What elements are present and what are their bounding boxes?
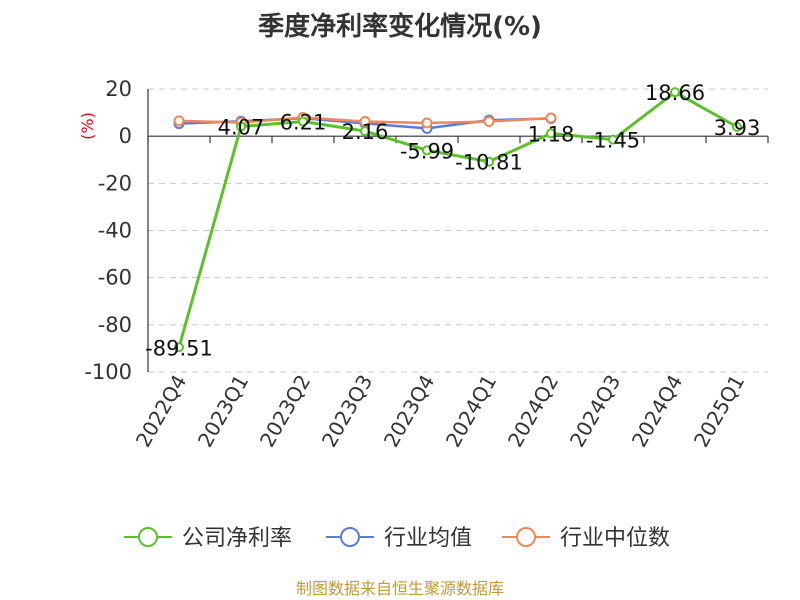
x-tick-label: 2024Q1 [441, 371, 501, 452]
data-point [298, 116, 308, 127]
x-tick-label: 2023Q4 [379, 371, 439, 452]
data-label: 18.66 [645, 81, 705, 105]
x-tick-label: 2025Q1 [689, 371, 749, 452]
legend-label: 行业均值 [384, 526, 472, 551]
data-point [483, 116, 495, 128]
data-point [670, 87, 680, 98]
series-line [177, 90, 738, 348]
data-point [236, 121, 246, 132]
data-label: -89.51 [145, 336, 213, 360]
x-tick-label: 2023Q3 [317, 371, 377, 452]
x-tick-label: 2024Q3 [565, 371, 625, 452]
legend-label: 公司净利率 [182, 526, 292, 551]
series-layer [173, 87, 742, 353]
legend[interactable]: 公司净利率 行业均值 行业中位数 [124, 526, 670, 551]
data-point [732, 121, 742, 132]
data-point [608, 134, 618, 145]
x-tick-label: 2024Q2 [503, 371, 563, 452]
data-point [360, 126, 370, 137]
data-point [484, 156, 494, 167]
y-tick-label: -100 [84, 360, 132, 384]
data-label: -5.99 [400, 139, 454, 163]
legend-item-1[interactable]: 行业均值 [326, 526, 472, 551]
data-label: 3.93 [714, 116, 761, 140]
legend-item-2[interactable]: 行业中位数 [502, 526, 670, 551]
data-label: -1.45 [586, 129, 640, 153]
data-point [546, 128, 556, 139]
y-tick-label: -20 [98, 171, 132, 195]
data-label: 1.18 [528, 122, 575, 146]
data-point [174, 342, 184, 353]
x-tick-label: 2023Q2 [255, 371, 315, 452]
data-labels: -89.51 4.07 6.21 2.16 -5.99 -10.811.18 -1.4518… [145, 81, 760, 360]
data-point [422, 145, 432, 156]
y-tick-label: -80 [98, 313, 132, 337]
series-0 [174, 87, 742, 353]
legend-item-0[interactable]: 公司净利率 [124, 526, 292, 551]
y-tick-label: -60 [98, 266, 132, 290]
legend-marker [340, 527, 360, 547]
data-label: -10.81 [455, 151, 523, 175]
data-point [359, 116, 371, 128]
y-axis-label: (%) [78, 112, 97, 140]
x-tick-label: 2023Q1 [193, 371, 253, 452]
data-label: 6.21 [280, 111, 327, 135]
y-tick-label: -40 [98, 219, 132, 243]
data-label: 4.07 [218, 116, 265, 140]
x-tick-label: 2024Q4 [627, 371, 687, 452]
legend-label: 行业中位数 [560, 526, 670, 551]
data-label: 2.16 [342, 120, 389, 144]
data-point [173, 115, 185, 127]
x-tick-label: 2022Q4 [131, 371, 191, 452]
data-point [421, 117, 433, 129]
data-point [545, 112, 557, 124]
legend-marker [138, 527, 158, 547]
legend-marker [516, 527, 536, 547]
y-tick-label: 20 [105, 77, 132, 101]
grid [148, 88, 768, 373]
data-source: 制图数据来自恒生聚源数据库 [296, 579, 504, 598]
y-tick-label: 0 [119, 124, 132, 148]
chart-title: 季度净利率变化情况(%) [258, 11, 542, 42]
